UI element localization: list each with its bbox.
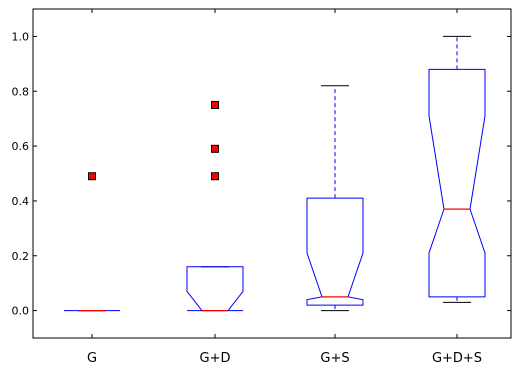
y-axis: 0.0 0.2 0.4 0.6 0.8 1.0 (12, 30, 511, 318)
outlier-point (88, 172, 96, 181)
y-tick-label: 1.0 (12, 30, 30, 43)
y-tick-label: 0.8 (12, 85, 30, 98)
plot-area (32, 8, 512, 339)
outlier-point (211, 144, 219, 153)
notched-box (428, 68, 486, 298)
notched-box (186, 266, 244, 312)
x-category-label: G (87, 351, 97, 366)
notched-box (306, 197, 364, 306)
x-axis: G G+D G+S G+D+S (87, 9, 482, 366)
x-category-label: G+D+S (432, 351, 482, 366)
box-g (64, 172, 120, 312)
x-category-label: G+D (200, 351, 231, 366)
y-tick-label: 0.2 (12, 250, 30, 263)
box-g-plus-d-plus-s (428, 35, 486, 303)
y-tick-label: 0.6 (12, 140, 30, 153)
outlier-point (211, 172, 219, 181)
y-tick-label: 0.4 (12, 195, 30, 208)
box-g-plus-s (306, 85, 364, 312)
box-g-plus-d (186, 100, 244, 312)
x-category-label: G+S (320, 351, 349, 366)
boxes-layer (64, 35, 486, 312)
outlier-point (211, 100, 219, 109)
y-tick-label: 0.0 (12, 305, 30, 318)
